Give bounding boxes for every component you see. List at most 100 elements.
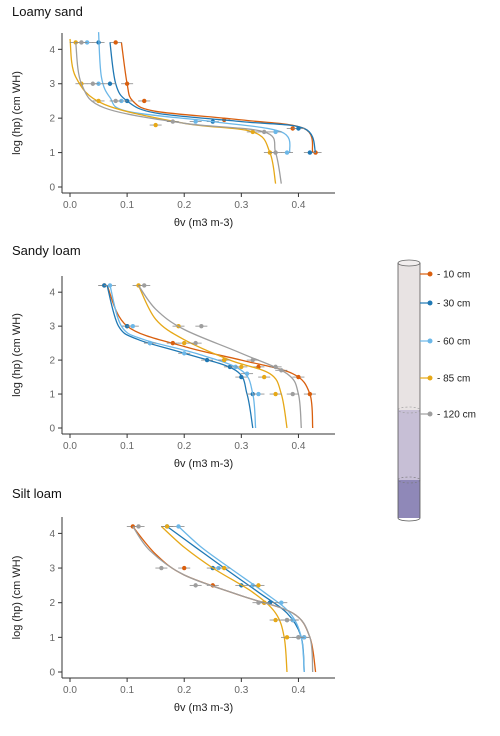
legend-label: - 10 cm (437, 270, 470, 281)
data-point (284, 617, 290, 623)
legend-marker (427, 300, 433, 306)
x-tick-label: 0.2 (177, 685, 191, 696)
data-point (290, 391, 295, 397)
panel-title: Silt loam (12, 486, 62, 501)
y-tick-label: 1 (49, 148, 55, 159)
legend-entry: - 60 cm (420, 337, 470, 348)
x-tick-label: 0.1 (120, 200, 134, 211)
data-point (273, 150, 278, 155)
data-point (79, 40, 84, 45)
data-point (222, 565, 227, 571)
y-tick-label: 2 (49, 356, 55, 367)
series-line (120, 42, 314, 153)
soil-column-top-cap (397, 259, 421, 267)
soil-column-lower (398, 480, 420, 518)
data-point (307, 391, 313, 397)
data-point (182, 340, 187, 346)
series-85cm (132, 283, 288, 429)
data-point (250, 357, 255, 363)
y-tick-label: 2 (49, 114, 55, 125)
data-point (296, 635, 301, 640)
series-line (97, 32, 291, 153)
soil-column-bottom-cap (397, 517, 421, 522)
series-120cm (132, 524, 314, 673)
y-tick-label: 2 (49, 598, 55, 609)
data-point (193, 583, 198, 588)
series-line (132, 526, 317, 673)
x-tick-label: 0.0 (63, 441, 77, 452)
x-tick-label: 0.4 (291, 200, 305, 211)
data-point (113, 98, 118, 104)
data-point (182, 351, 187, 356)
data-point (147, 340, 153, 346)
data-point (239, 374, 244, 380)
y-tick-label: 3 (49, 322, 55, 333)
y-tick-label: 0 (49, 668, 55, 679)
panel-title: Sandy loam (12, 243, 81, 258)
series-line (106, 285, 314, 429)
data-point (124, 81, 130, 86)
data-point (261, 374, 267, 380)
legend-label: - 85 cm (437, 374, 470, 385)
y-axis-title: log (hp) (cm WH) (11, 556, 23, 640)
x-tick-label: 0.2 (177, 200, 191, 211)
legend-label: - 120 cm (437, 410, 476, 421)
series-30cm (92, 40, 317, 155)
data-point (182, 565, 187, 571)
x-tick-label: 0.4 (291, 685, 305, 696)
series-10cm (109, 40, 322, 155)
legend-entry: - 85 cm (420, 374, 470, 385)
data-point (284, 150, 290, 155)
x-tick-label: 0.0 (63, 685, 77, 696)
data-point (164, 524, 170, 529)
legend: - 10 cm - 30 cm - 60 cm - 85 cm - 120 cm (397, 259, 476, 522)
data-point (107, 283, 113, 288)
series-line (109, 285, 257, 429)
series-30cm (98, 283, 259, 429)
x-tick-label: 0.3 (234, 200, 248, 211)
x-tick-label: 0.3 (234, 441, 248, 452)
series-line (106, 285, 254, 429)
data-point (90, 81, 96, 86)
x-tick-label: 0.0 (63, 200, 77, 211)
data-point (250, 129, 255, 135)
y-tick-label: 1 (49, 390, 55, 401)
series-120cm (75, 40, 282, 184)
data-point (273, 129, 278, 135)
data-point (153, 122, 158, 128)
series-line (75, 42, 282, 184)
data-point (113, 40, 118, 45)
data-point (273, 391, 278, 397)
data-point (176, 524, 181, 529)
data-point (256, 600, 261, 605)
x-tick-label: 0.4 (291, 441, 305, 452)
y-tick-label: 4 (49, 529, 55, 540)
series-60cm (103, 283, 265, 429)
data-point (261, 129, 267, 135)
data-point (239, 364, 244, 370)
legend-entry: - 30 cm (420, 299, 470, 310)
legend-items: - 10 cm - 30 cm - 60 cm - 85 cm - 120 cm (420, 270, 476, 421)
data-point (222, 357, 227, 363)
series-10cm (98, 283, 316, 429)
legend-entry: - 10 cm (420, 270, 470, 281)
y-tick-label: 0 (49, 183, 55, 194)
data-point (273, 364, 278, 370)
data-point (170, 340, 175, 346)
legend-label: - 30 cm (437, 299, 470, 310)
data-point (199, 323, 204, 329)
data-point (279, 600, 284, 605)
y-tick-label: 3 (49, 564, 55, 575)
data-point (142, 98, 147, 104)
x-axis-title: θv (m3 m-3) (174, 702, 233, 714)
data-point (296, 126, 301, 131)
series-line (69, 38, 277, 184)
series-line (166, 525, 305, 673)
series-60cm (172, 524, 311, 673)
series-line (132, 526, 314, 673)
x-tick-label: 0.2 (177, 441, 191, 452)
y-tick-label: 4 (49, 45, 55, 56)
y-tick-label: 1 (49, 633, 55, 644)
series-line (137, 285, 288, 429)
legend-label: - 60 cm (437, 337, 470, 348)
